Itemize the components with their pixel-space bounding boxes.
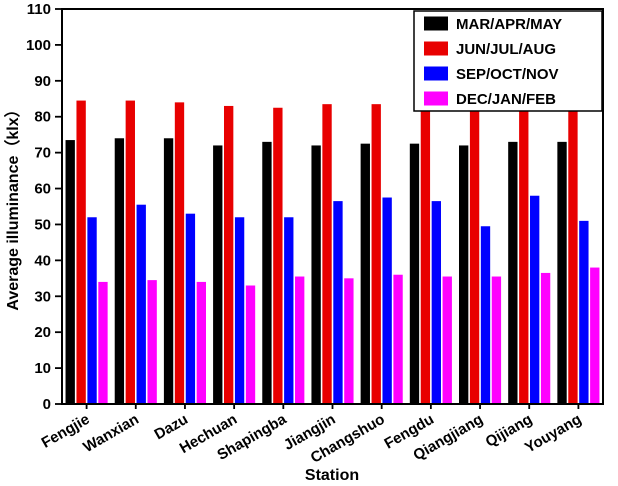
bar-Shapingba-DEC/JAN/FEB (295, 276, 305, 404)
y-tick-label: 90 (34, 73, 51, 90)
bar-Youyang-DEC/JAN/FEB (590, 267, 600, 404)
bar-Jiangjin-MAR/APR/MAY (311, 145, 321, 404)
y-axis-title: Average illuminance（klx） (4, 101, 22, 310)
legend-label-MAR/APR/MAY: MAR/APR/MAY (456, 16, 562, 33)
bar-Hechuan-DEC/JAN/FEB (245, 285, 256, 404)
x-tick-label: Youyang (522, 411, 584, 457)
bar-Fengdu-DEC/JAN/FEB (442, 276, 452, 404)
bar-Hechuan-SEP/OCT/NOV (234, 217, 245, 404)
bar-Fengjie-MAR/APR/MAY (65, 140, 75, 404)
bar-Changshuo-SEP/OCT/NOV (382, 197, 392, 404)
bar-Fengdu-MAR/APR/MAY (409, 143, 420, 404)
bar-Wanxian-JUN/JUL/AUG (125, 100, 135, 404)
bar-Qiangjiang-MAR/APR/MAY (459, 145, 469, 404)
bar-Fengjie-DEC/JAN/FEB (98, 281, 108, 404)
legend: MAR/APR/MAY JUN/JUL/AUG SEP/OCT/NOV DEC/JAN… (413, 10, 603, 112)
y-tick-label: 10 (34, 360, 51, 377)
y-tick-label: 70 (34, 145, 51, 162)
x-axis-title: Station (305, 467, 359, 484)
y-tick-label: 50 (34, 216, 51, 233)
y-tick-label: 40 (34, 252, 51, 269)
y-tick-label: 60 (34, 181, 51, 198)
bar-Youyang-JUN/JUL/AUG (568, 105, 578, 404)
bar-Shapingba-MAR/APR/MAY (262, 141, 272, 405)
y-tick-label: 30 (34, 288, 51, 305)
y-tick-label: 80 (34, 109, 51, 126)
bar-Wanxian-DEC/JAN/FEB (147, 280, 157, 404)
legend-swatch-MAR/APR/MAY (424, 16, 448, 31)
legend-label-DEC/JAN/FEB: DEC/JAN/FEB (456, 91, 556, 108)
bar-Dazu-JUN/JUL/AUG (174, 102, 185, 405)
bar-Changshuo-DEC/JAN/FEB (393, 274, 403, 404)
legend-swatch-JUN/JUL/AUG (424, 41, 448, 56)
bar-Hechuan-JUN/JUL/AUG (224, 105, 234, 404)
bar-Fengjie-JUN/JUL/AUG (76, 100, 86, 404)
bar-Dazu-DEC/JAN/FEB (196, 281, 206, 404)
bar-Hechuan-MAR/APR/MAY (213, 145, 223, 404)
bar-Wanxian-SEP/OCT/NOV (136, 204, 146, 404)
plot-border (61, 8, 604, 405)
y-tick-label: 100 (26, 37, 51, 54)
bar-Qijiang-MAR/APR/MAY (508, 141, 518, 405)
bar-Youyang-SEP/OCT/NOV (579, 220, 589, 404)
bar-Qiangjiang-JUN/JUL/AUG (469, 105, 480, 404)
bar-Qijiang-SEP/OCT/NOV (530, 195, 540, 404)
legend-swatch-DEC/JAN/FEB (424, 91, 448, 106)
bar-Qijiang-DEC/JAN/FEB (540, 272, 551, 404)
bar-Shapingba-SEP/OCT/NOV (284, 217, 294, 404)
bar-Qiangjiang-DEC/JAN/FEB (491, 276, 502, 404)
bar-Fengjie-SEP/OCT/NOV (87, 217, 97, 404)
bar-Jiangjin-JUN/JUL/AUG (322, 104, 332, 404)
y-tick-label: 110 (27, 1, 51, 18)
bar-Jiangjin-SEP/OCT/NOV (333, 201, 343, 404)
x-tick-label: Wanxian (80, 411, 141, 456)
bar-Changshuo-MAR/APR/MAY (360, 143, 370, 404)
legend-label-SEP/OCT/NOV: SEP/OCT/NOV (456, 66, 559, 83)
bar-Youyang-MAR/APR/MAY (557, 141, 567, 405)
legend-label-JUN/JUL/AUG: JUN/JUL/AUG (456, 41, 556, 58)
bar-Dazu-SEP/OCT/NOV (185, 213, 196, 404)
y-tick-label: 20 (34, 324, 51, 341)
bar-Fengdu-JUN/JUL/AUG (420, 102, 431, 405)
bar-Jiangjin-DEC/JAN/FEB (344, 278, 354, 404)
bar-Wanxian-MAR/APR/MAY (114, 138, 125, 404)
bar-Shapingba-JUN/JUL/AUG (273, 107, 283, 404)
bar-Qijiang-JUN/JUL/AUG (519, 107, 529, 404)
bar-Dazu-MAR/APR/MAY (163, 138, 174, 404)
legend-swatch-SEP/OCT/NOV (424, 66, 448, 81)
bar-Fengdu-SEP/OCT/NOV (431, 201, 441, 404)
y-tick-label: 0 (43, 396, 51, 413)
bars-layer (65, 100, 600, 405)
bar-Changshuo-JUN/JUL/AUG (371, 104, 381, 404)
bar-Qiangjiang-SEP/OCT/NOV (480, 226, 491, 404)
